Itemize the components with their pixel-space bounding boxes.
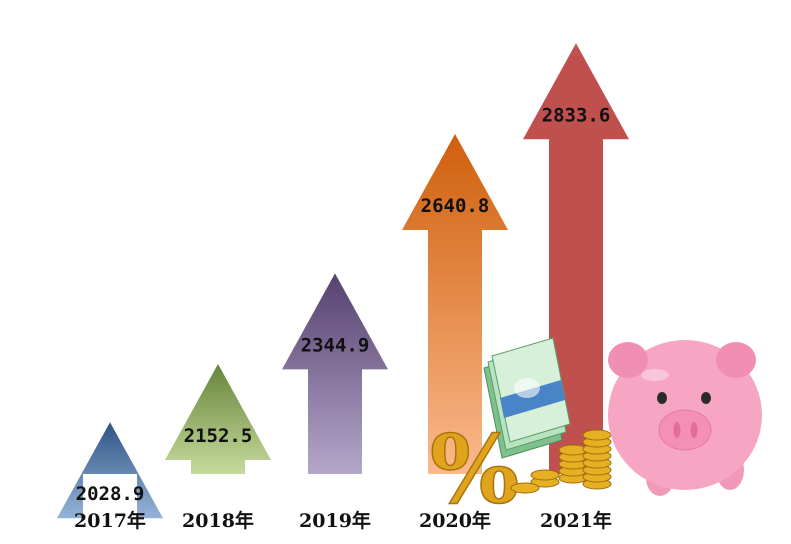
arrow-bar-2019 (282, 273, 388, 474)
piggy-bank-icon (608, 340, 762, 496)
value-label: 2640.8 (421, 195, 490, 217)
svg-text:%: % (430, 415, 519, 525)
percent-sign: % (429, 414, 520, 526)
money-stack-icon (483, 337, 571, 459)
value-label: 2152.5 (184, 425, 253, 447)
value-label: 2833.6 (542, 104, 611, 126)
year-labels: 2017年 2018年 2019年 2020年 2021年 (74, 509, 612, 532)
gold-coins-icon (510, 429, 612, 494)
year-tick-label: 2020年 (419, 509, 491, 532)
arrow-bar-2020 (402, 134, 508, 474)
year-tick-label: 2017年 (74, 509, 146, 532)
coin (510, 482, 540, 494)
arrow-bar-2018 (165, 364, 271, 474)
value-label: 2344.9 (301, 334, 370, 356)
value-labels: 2028.9 2152.5 2344.9 2640.8 2833.6 (76, 104, 611, 505)
value-label: 2028.9 (76, 483, 145, 505)
year-tick-label: 2018年 (182, 509, 254, 532)
coin (582, 429, 612, 441)
arrow-bar-2017 (57, 422, 163, 519)
coin (530, 469, 560, 481)
year-tick-label: 2021年 (540, 509, 612, 532)
year-tick-label: 2019年 (299, 509, 371, 532)
